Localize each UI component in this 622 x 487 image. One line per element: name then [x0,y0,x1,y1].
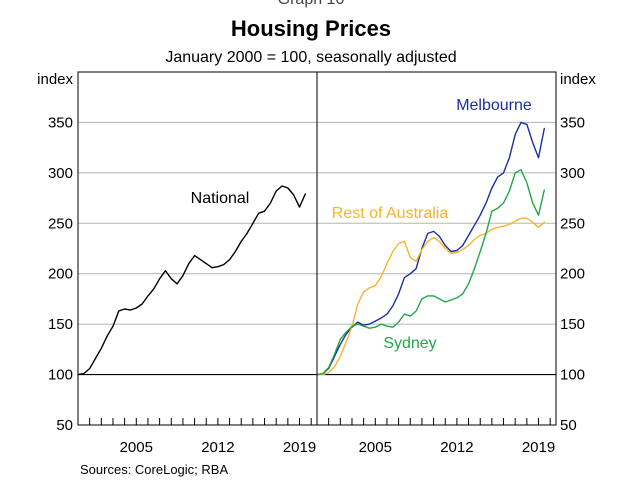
x-tick-label-right-2012: 2012 [440,439,473,456]
y-tick-label-right-350: 350 [560,114,585,131]
y-tick-label-left-200: 200 [48,266,73,283]
y-tick-label-right-50: 50 [560,417,577,434]
y-tick-label-right-100: 100 [560,367,585,384]
y-tick-label-left-250: 250 [48,215,73,232]
x-tick-label-left-2012: 2012 [201,439,234,456]
series-line-rest-of-australia [316,217,545,376]
x-tick-label-left-2005: 2005 [120,439,153,456]
y-tick-label-left-300: 300 [48,165,73,182]
chart-title: Housing Prices [231,16,391,41]
series-line-national [77,185,306,376]
y-tick-label-left-100: 100 [48,367,73,384]
y-tick-label-right-150: 150 [560,316,585,333]
y-tick-label-left-50: 50 [56,417,73,434]
gridlines [78,121,556,376]
x-tick-label-left-2019: 2019 [283,439,316,456]
y-tick-label-right-200: 200 [560,266,585,283]
series-line-sydney [316,169,545,376]
y-axis-label-left: index [37,71,73,88]
series-labels: National Melbourne Rest of Australia Sydney [191,97,532,352]
chart-frame [77,71,557,426]
y-tick-label-left-350: 350 [48,114,73,131]
chart-subtitle: January 2000 = 100, seasonally adjusted [165,49,456,66]
axes: 50 100 150 200 250 300 350 index 2005 2012 2019 50 1… [37,71,596,456]
y-tick-label-left-150: 150 [48,316,73,333]
series-lines [77,121,545,376]
x-tick-label-right-2019: 2019 [522,439,555,456]
x-tick-label-right-2005: 2005 [359,439,392,456]
series-label-rest-of-australia: Rest of Australia [332,205,449,222]
y-axis-label-right: index [560,71,596,88]
series-label-national: National [191,190,250,207]
graph-number: Graph 10 [278,0,345,8]
sources-note: Sources: CoreLogic; RBA [80,462,228,477]
y-tick-label-right-300: 300 [560,165,585,182]
series-label-melbourne: Melbourne [456,97,532,114]
y-tick-label-right-250: 250 [560,215,585,232]
series-label-sydney: Sydney [383,335,436,352]
